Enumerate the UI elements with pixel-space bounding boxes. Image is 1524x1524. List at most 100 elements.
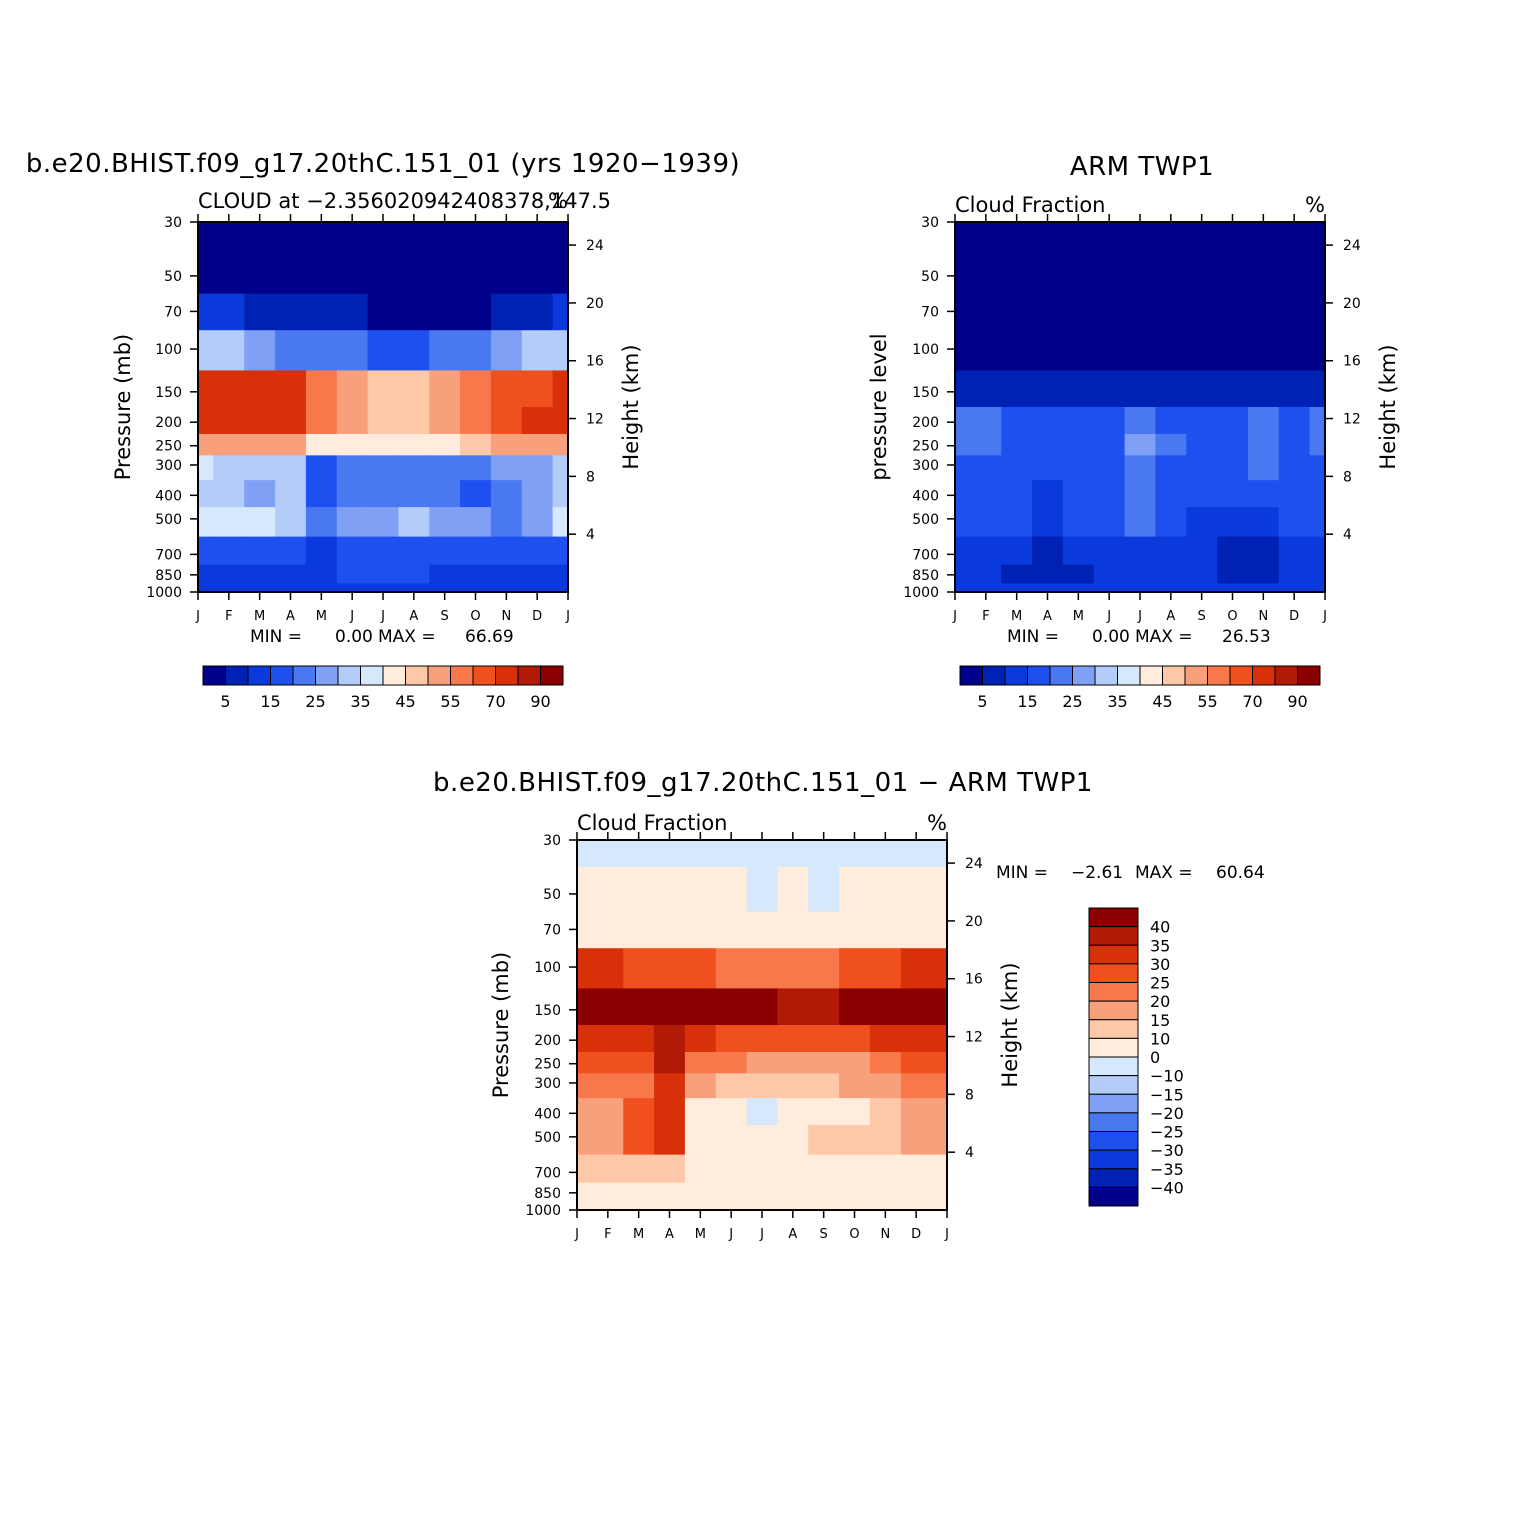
contour-cell	[970, 407, 1002, 435]
contour-cell	[592, 1098, 624, 1126]
colorbar-swatch	[1072, 665, 1096, 686]
contour-cell	[213, 583, 245, 593]
colorbar-label: 5	[220, 692, 230, 711]
contour-cell	[808, 1201, 840, 1211]
contour-cell	[1124, 330, 1157, 372]
contour-cell	[490, 480, 523, 508]
contour-cell	[490, 407, 523, 435]
contour-cell	[1186, 536, 1218, 566]
contour-cell	[746, 1201, 779, 1211]
contour-cell	[1186, 330, 1218, 372]
contour-cell	[715, 866, 748, 913]
contour-cell	[552, 536, 569, 566]
contour-cell	[808, 1073, 840, 1099]
contour-cell	[429, 407, 461, 435]
contour-cell	[1155, 507, 1187, 538]
colorbar-swatch	[1252, 665, 1276, 686]
contour-cell	[1124, 222, 1157, 250]
contour-cell	[1062, 564, 1095, 585]
y-right-tick-label: 16	[1343, 354, 1361, 370]
colorbar-swatch	[472, 665, 496, 686]
y-right-tick-label: 16	[586, 354, 604, 370]
contour-cell	[367, 370, 400, 408]
contour-cell	[398, 564, 430, 585]
contour-cell	[654, 1073, 686, 1099]
y-right-tick-label: 20	[586, 296, 604, 312]
contour-cell	[275, 507, 307, 538]
contour-cell	[305, 536, 338, 566]
y-tick-label: 500	[912, 512, 939, 528]
contour-cell	[955, 293, 972, 331]
contour-cell	[1124, 583, 1157, 593]
contour-cell	[1062, 330, 1095, 372]
colorbar-swatch	[1088, 1019, 1139, 1039]
contour-cell	[592, 911, 624, 949]
colorbar-swatch	[982, 665, 1006, 686]
contour-cell	[1186, 222, 1218, 250]
stats-min-value: −2.61	[1071, 863, 1123, 883]
contour-cell	[1001, 222, 1033, 250]
contour-cell	[715, 988, 748, 1026]
contour-cell	[577, 840, 594, 868]
colorbar-swatch	[495, 665, 519, 686]
contour-cell	[490, 222, 523, 250]
contour-cell	[1278, 433, 1311, 456]
colorbar-label: 45	[1152, 692, 1172, 711]
contour-cell	[592, 1125, 624, 1156]
contour-cell	[1217, 455, 1249, 481]
contour-cell	[777, 1098, 809, 1126]
contour-cell	[1217, 583, 1249, 593]
contour-cell	[577, 1098, 594, 1126]
colorbar: 5 15 25 35 45 55 70 90	[202, 665, 564, 711]
contour-cell	[715, 1051, 748, 1074]
contour-cell	[521, 507, 554, 538]
contour-cell	[336, 480, 369, 508]
y-tick-label: 30	[921, 215, 939, 231]
contour-cell	[1032, 480, 1064, 508]
x-tick-label: M	[1073, 609, 1084, 624]
x-tick-label: O	[470, 609, 480, 624]
contour-cell	[336, 407, 369, 435]
contour-cell	[808, 1125, 840, 1156]
contour-cell	[244, 293, 276, 331]
contour-cell	[869, 988, 902, 1026]
contour-cell	[1278, 583, 1311, 593]
y-tick-label: 400	[155, 488, 182, 504]
contour-cell	[367, 455, 400, 481]
contour-cell	[869, 1201, 902, 1211]
contour-cell	[490, 433, 523, 456]
contour-cell	[808, 866, 840, 913]
contour-cell	[367, 330, 400, 372]
colorbar-swatch	[1274, 665, 1298, 686]
contour-cell	[654, 1201, 686, 1211]
colorbar-swatch	[315, 665, 339, 686]
contour-cell	[808, 840, 840, 868]
contour-cell	[577, 911, 594, 949]
x-tick-label: D	[532, 609, 542, 624]
contour-cell	[429, 583, 461, 593]
contour-cell	[1001, 407, 1033, 435]
contour-cell	[1309, 507, 1326, 538]
contour-cell	[1278, 370, 1311, 408]
contour-cell	[900, 866, 933, 913]
x-tick-label: J	[349, 609, 354, 624]
contour-cell	[305, 480, 338, 508]
contour-cell	[1309, 293, 1326, 331]
contour-cell	[684, 1025, 717, 1053]
contour-cell	[900, 1098, 933, 1126]
contour-cell	[1062, 407, 1095, 435]
contour-cell	[429, 536, 461, 566]
contour-cell	[521, 564, 554, 585]
y-tick-label: 250	[155, 439, 182, 455]
contour-cell	[623, 840, 655, 868]
contour-cell	[398, 480, 430, 508]
contour-cell	[198, 407, 215, 435]
contour-cell	[398, 222, 430, 250]
contour-cell	[521, 222, 554, 250]
colorbar-swatch	[382, 665, 406, 686]
contour-cell	[715, 1154, 748, 1184]
contour-cell	[1062, 536, 1095, 566]
y-tick-label: 1000	[525, 1203, 561, 1219]
contour-cell	[654, 948, 686, 990]
contour-cell	[1247, 248, 1280, 295]
